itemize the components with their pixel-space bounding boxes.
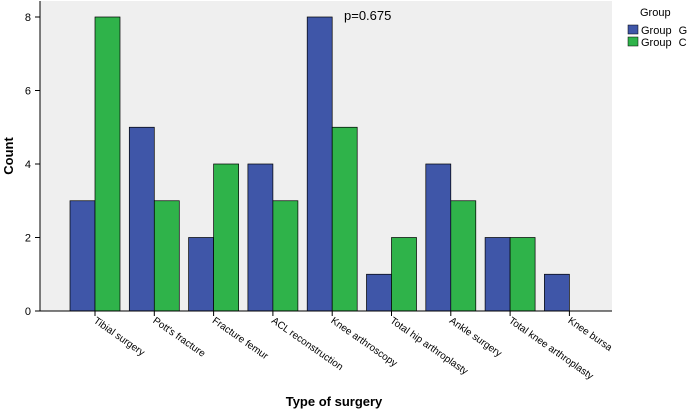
legend-entry-c: Group C — [641, 37, 687, 49]
bar-c-2 — [213, 163, 239, 312]
y-tick-label: 6 — [25, 86, 31, 98]
bar-g-6 — [425, 163, 452, 312]
y-ticks: 0 2 4 6 8 — [25, 12, 40, 318]
bar-g-4 — [306, 16, 333, 312]
x-category-labels: Tibial surgery Pott's fracture Fracture fe… — [91, 311, 614, 382]
bar-g-7 — [484, 237, 511, 312]
legend-entry-g: Group G — [641, 25, 687, 37]
y-tick-label: 0 — [25, 306, 31, 318]
bar-c-6 — [450, 200, 477, 312]
legend: Group Group G Group C — [627, 7, 687, 49]
y-tick-label: 8 — [25, 12, 31, 24]
bar-c-7 — [509, 237, 536, 312]
bar-g-2 — [188, 237, 214, 312]
legend-swatch-c — [627, 36, 639, 47]
y-tick-label: 2 — [25, 233, 31, 245]
y-tick-label: 4 — [25, 159, 31, 171]
legend-entry-c-name: Group — [641, 37, 672, 49]
legend-entry-g-name: Group — [641, 25, 672, 37]
bar-g-5 — [366, 273, 392, 312]
y-axis-label: Count — [1, 137, 16, 175]
legend-swatch-g — [627, 24, 639, 35]
bar-g-1 — [128, 126, 155, 312]
legend-entry-g-suffix: G — [679, 25, 688, 37]
x-tick-label: Pott's fracture — [151, 315, 208, 359]
bar-g-0 — [69, 200, 96, 312]
legend-entry-c-suffix: C — [679, 37, 687, 49]
bars-layer — [69, 16, 570, 312]
legend-title: Group — [640, 7, 671, 19]
bar-c-3 — [272, 200, 299, 312]
bar-c-5 — [391, 237, 417, 312]
x-tick-label: Knee bursa — [566, 315, 615, 354]
bar-g-8 — [544, 273, 570, 312]
bar-c-0 — [94, 16, 121, 312]
x-tick-label: Tibial surgery — [91, 315, 146, 358]
bar-c-4 — [331, 126, 358, 312]
x-tick-label: Ankle surgery — [447, 315, 503, 359]
bar-g-3 — [247, 163, 274, 312]
p-value-annotation: p=0.675 — [344, 8, 391, 23]
x-axis-label: Type of surgery — [286, 394, 383, 409]
bar-c-1 — [153, 200, 180, 312]
x-tick-label: Fracture femur — [210, 315, 271, 362]
